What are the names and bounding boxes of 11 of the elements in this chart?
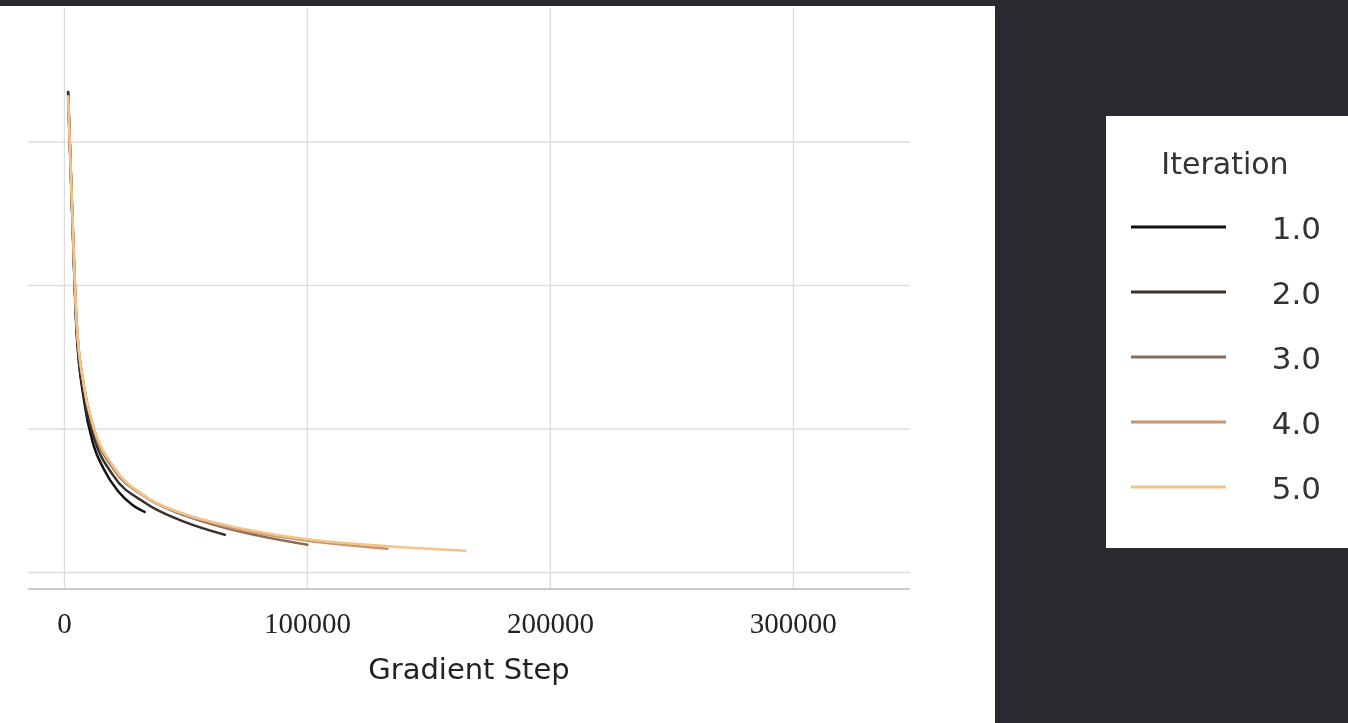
legend-label: 3.0 xyxy=(1271,340,1321,376)
x-tick-label: 200000 xyxy=(506,607,594,639)
x-axis-title: Gradient Step xyxy=(368,652,570,686)
x-tick-label: 100000 xyxy=(263,607,351,639)
legend-label: 4.0 xyxy=(1271,405,1321,441)
legend-label: 5.0 xyxy=(1271,470,1321,506)
legend-label: 2.0 xyxy=(1271,275,1321,311)
legend-title: Iteration xyxy=(1161,146,1289,181)
legend-label: 1.0 xyxy=(1271,210,1321,246)
x-tick-label: 0 xyxy=(57,607,72,639)
x-tick-label: 300000 xyxy=(749,607,837,639)
